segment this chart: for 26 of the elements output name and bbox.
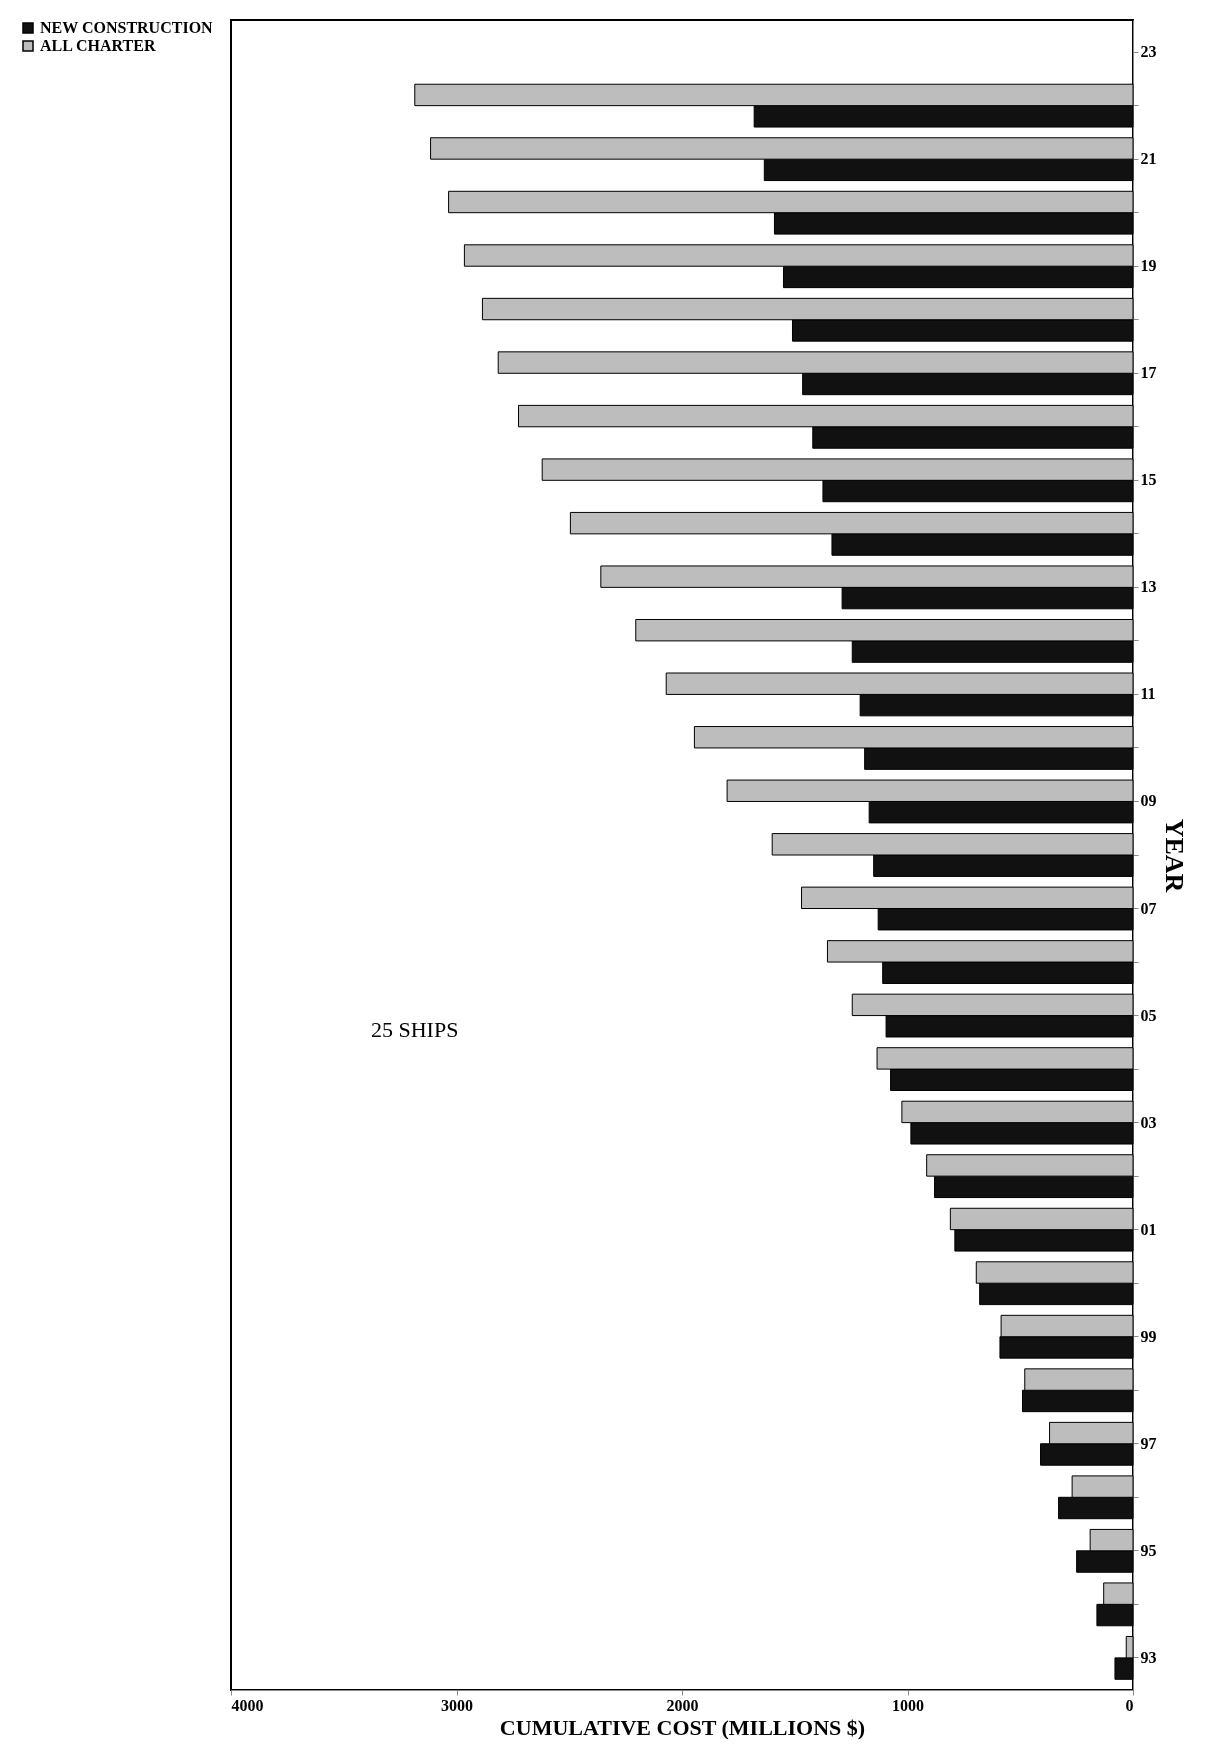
y-tick-label: 01 [1140, 1220, 1157, 1238]
x-tick-label: 0 [1125, 1696, 1134, 1714]
legend-label: ALL CHARTER [40, 37, 156, 54]
y-tick-label: 07 [1140, 899, 1157, 917]
y-tick-label: 23 [1140, 43, 1157, 61]
y-axis-title: YEAR [1159, 818, 1189, 893]
x-axis-title: CUMULATIVE COST (MILLIONS $) [499, 1714, 866, 1740]
y-tick-label: 09 [1140, 792, 1157, 810]
y-tick-label: 97 [1140, 1434, 1157, 1452]
y-tick-label: 03 [1140, 1113, 1157, 1131]
legend-label: NEW CONSTRUCTION [40, 19, 214, 36]
annotation: 25 SHIPS [371, 1017, 459, 1042]
y-tick-label: 21 [1140, 150, 1157, 168]
y-tick-label: 93 [1140, 1648, 1157, 1666]
x-tick-label: 4000 [231, 1696, 264, 1714]
x-tick-label: 1000 [892, 1696, 924, 1714]
x-tick-label: 3000 [441, 1696, 473, 1714]
y-tick-label: 11 [1140, 685, 1156, 703]
y-tick-label: 17 [1140, 364, 1157, 382]
y-tick-label: 15 [1140, 471, 1157, 489]
y-tick-label: 19 [1140, 257, 1157, 275]
x-tick-label: 2000 [666, 1696, 699, 1714]
y-tick-label: 95 [1140, 1541, 1157, 1559]
y-tick-label: 99 [1140, 1327, 1157, 1345]
y-tick-label: 13 [1140, 578, 1157, 596]
y-tick-label: 05 [1140, 1006, 1157, 1024]
